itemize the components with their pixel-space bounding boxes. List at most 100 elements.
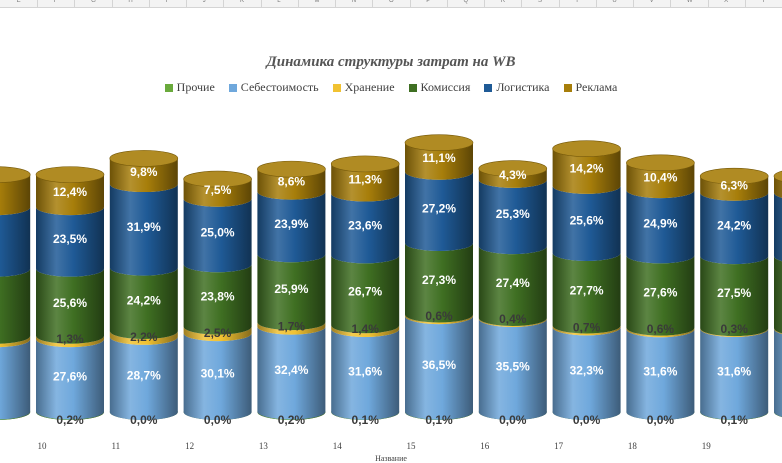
bar-segment bbox=[774, 192, 782, 262]
legend-label: Комиссия bbox=[420, 80, 471, 94]
data-label: 0,2% bbox=[56, 413, 84, 427]
data-label: 27,3% bbox=[422, 273, 456, 287]
data-label: 2,2% bbox=[130, 330, 158, 344]
column-letter[interactable]: Q bbox=[463, 0, 469, 4]
data-label: 32,4% bbox=[274, 363, 308, 377]
bar-segment bbox=[109, 336, 178, 420]
bar-segment bbox=[700, 256, 769, 337]
data-label: 25,9% bbox=[274, 282, 308, 296]
chart-legend: Прочие Себестоимость Хранение Комиссия Логис… bbox=[0, 80, 782, 95]
bar-segment bbox=[774, 328, 782, 335]
legend-item: Себестоимость bbox=[228, 80, 319, 95]
column-letter[interactable]: P bbox=[426, 0, 431, 4]
bar-segment bbox=[183, 198, 252, 273]
data-label: 0,0% bbox=[573, 413, 601, 427]
column-separator bbox=[446, 0, 448, 7]
data-label: 27,6% bbox=[53, 369, 87, 383]
column-letter[interactable]: U bbox=[612, 0, 617, 4]
chart-column: 0,1% 31,6% 0,3% 27,5% 24,2% 6,3% 19 bbox=[699, 167, 769, 451]
column-letter[interactable]: Y bbox=[761, 0, 766, 4]
bar-segment bbox=[405, 243, 473, 323]
column-letter[interactable]: F bbox=[53, 0, 58, 4]
data-label: 12,4% bbox=[53, 185, 87, 199]
column-letter[interactable]: E bbox=[16, 0, 21, 4]
column-separator bbox=[372, 0, 374, 7]
legend-swatch bbox=[563, 83, 572, 92]
bar-segment bbox=[331, 325, 400, 337]
column-letter[interactable]: L bbox=[277, 0, 281, 4]
bar-segment bbox=[552, 327, 621, 420]
data-label: 25,6% bbox=[570, 213, 604, 227]
bar-segment bbox=[626, 327, 695, 338]
cylinder-cap bbox=[699, 167, 769, 185]
data-label: 10,4% bbox=[643, 170, 677, 184]
chart-column-partial bbox=[773, 170, 782, 418]
legend-label: Логистика bbox=[496, 80, 550, 94]
bar-segment bbox=[36, 335, 104, 348]
bar-segment bbox=[257, 191, 326, 263]
legend-swatch bbox=[484, 83, 493, 92]
bar-segment bbox=[700, 192, 769, 265]
legend-swatch bbox=[332, 83, 341, 92]
column-separator bbox=[521, 0, 523, 7]
data-label: 26,7% bbox=[348, 284, 382, 298]
column-letter[interactable]: H bbox=[128, 0, 133, 4]
column-letter[interactable]: T bbox=[575, 0, 579, 4]
column-letter[interactable]: X bbox=[724, 0, 729, 4]
data-label: 11,3% bbox=[349, 173, 383, 187]
data-label: 23,8% bbox=[201, 289, 235, 303]
bar-segment bbox=[257, 322, 326, 335]
bar-segment bbox=[700, 328, 769, 420]
data-label: 1,7% bbox=[278, 320, 306, 334]
data-label: 27,5% bbox=[717, 286, 751, 300]
cylinder-cap bbox=[330, 155, 400, 173]
bar-segment bbox=[257, 169, 326, 200]
column-letter[interactable]: N bbox=[351, 0, 357, 4]
data-label: 0,0% bbox=[647, 413, 675, 427]
data-label: 4,3% bbox=[499, 168, 527, 182]
data-label: 11,1% bbox=[422, 151, 456, 165]
bar-segment bbox=[478, 168, 547, 188]
cylinder-cap bbox=[478, 160, 548, 177]
legend-item: Реклама bbox=[563, 80, 617, 95]
bar-segment bbox=[36, 207, 104, 277]
x-tick-label: 11 bbox=[111, 441, 120, 451]
data-label: 25,6% bbox=[53, 296, 87, 310]
bar-segment bbox=[774, 256, 782, 334]
legend-item: Логистика bbox=[484, 80, 550, 95]
column-letter[interactable]: J bbox=[202, 0, 206, 4]
chart-column: 0,1% 36,5% 0,6% 27,3% 27,2% 11,1% 15 bbox=[404, 134, 474, 451]
data-label: 0,2% bbox=[278, 413, 306, 427]
cylinder-cap bbox=[626, 154, 695, 172]
bar-segment bbox=[774, 328, 782, 417]
data-label: 32,3% bbox=[570, 364, 604, 378]
column-letter[interactable]: I bbox=[165, 0, 168, 4]
column-letter[interactable]: V bbox=[649, 0, 654, 4]
x-tick-label: 14 bbox=[333, 441, 343, 451]
column-letter[interactable]: W bbox=[686, 0, 693, 4]
bar-segment bbox=[405, 314, 473, 325]
column-separator bbox=[335, 0, 337, 7]
data-label: 0,6% bbox=[647, 322, 675, 336]
x-tick-label: 19 bbox=[702, 441, 712, 451]
column-letter[interactable]: R bbox=[500, 0, 506, 4]
column-letter[interactable]: G bbox=[91, 0, 96, 4]
data-label: 14,2% bbox=[570, 161, 604, 175]
data-label: 8,6% bbox=[278, 174, 306, 188]
bar-segment bbox=[405, 171, 473, 252]
column-letter[interactable]: M bbox=[314, 0, 320, 4]
bar-segment bbox=[36, 268, 104, 344]
x-tick-label: 17 bbox=[554, 441, 564, 451]
data-label: 27,6% bbox=[643, 285, 677, 299]
chart-column: 0,1% 31,6% 1,4% 26,7% 23,6% 11,3% 14 bbox=[330, 155, 400, 451]
bar-segment bbox=[109, 267, 178, 340]
column-letter[interactable]: O bbox=[389, 0, 394, 4]
cylinder-cap bbox=[404, 134, 474, 151]
column-letter[interactable]: K bbox=[240, 0, 245, 4]
column-letter[interactable]: S bbox=[537, 0, 542, 4]
bar-segment bbox=[552, 185, 621, 261]
legend-item: Прочие bbox=[164, 80, 215, 95]
data-label: 23,9% bbox=[274, 217, 308, 231]
data-label: 28,7% bbox=[127, 368, 161, 382]
